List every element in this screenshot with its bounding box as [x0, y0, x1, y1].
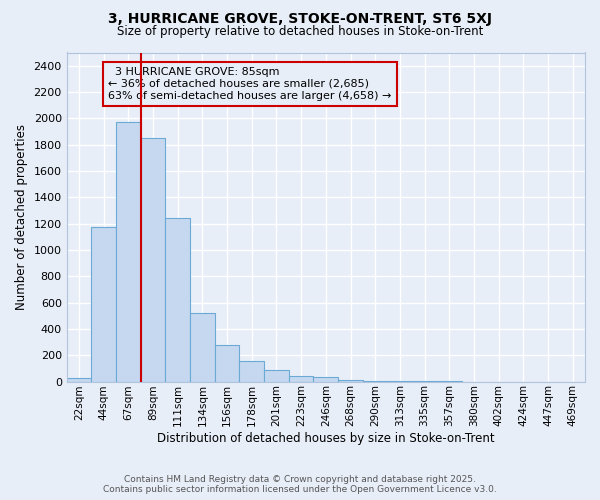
Bar	[141, 138, 166, 382]
Bar	[239, 361, 264, 382]
X-axis label: Distribution of detached houses by size in Stoke-on-Trent: Distribution of detached houses by size …	[157, 432, 494, 445]
Bar	[67, 378, 91, 382]
Bar	[91, 227, 116, 382]
Text: Contains HM Land Registry data © Crown copyright and database right 2025.
Contai: Contains HM Land Registry data © Crown c…	[103, 474, 497, 494]
Bar	[264, 370, 289, 382]
Bar	[166, 218, 190, 382]
Y-axis label: Number of detached properties: Number of detached properties	[15, 124, 28, 310]
Bar	[363, 381, 388, 382]
Text: Size of property relative to detached houses in Stoke-on-Trent: Size of property relative to detached ho…	[117, 25, 483, 38]
Text: 3, HURRICANE GROVE, STOKE-ON-TRENT, ST6 5XJ: 3, HURRICANE GROVE, STOKE-ON-TRENT, ST6 …	[108, 12, 492, 26]
Bar	[190, 313, 215, 382]
Bar	[338, 380, 363, 382]
Bar	[289, 376, 313, 382]
Bar	[215, 346, 239, 382]
Bar	[116, 122, 141, 382]
Text: 3 HURRICANE GROVE: 85sqm
← 36% of detached houses are smaller (2,685)
63% of sem: 3 HURRICANE GROVE: 85sqm ← 36% of detach…	[108, 68, 392, 100]
Bar	[313, 377, 338, 382]
